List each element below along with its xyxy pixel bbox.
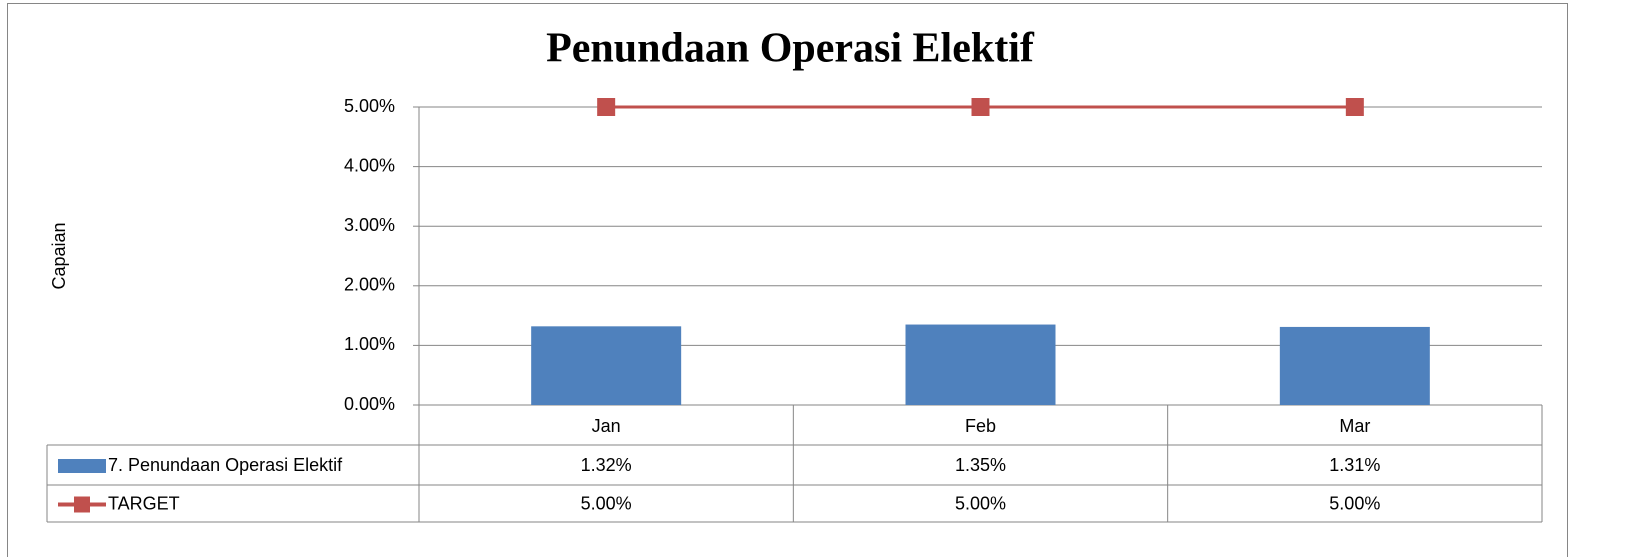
x-tick-label: Jan — [592, 416, 621, 436]
chart-border — [7, 3, 1568, 557]
y-axis-label: Capaian — [49, 222, 69, 289]
x-tick-label: Mar — [1339, 416, 1370, 436]
bar — [905, 324, 1056, 405]
y-tick-label: 4.00% — [344, 155, 395, 175]
y-tick-label: 0.00% — [344, 394, 395, 414]
table-value: 5.00% — [581, 493, 632, 513]
table-value: 5.00% — [955, 493, 1006, 513]
legend-key — [58, 459, 106, 473]
line-marker — [597, 98, 616, 116]
table-value: 1.31% — [1329, 455, 1380, 475]
bar — [531, 326, 682, 405]
y-tick-label: 5.00% — [344, 96, 395, 116]
line-marker — [1345, 98, 1364, 116]
table-value: 5.00% — [1329, 493, 1380, 513]
bar — [1279, 326, 1430, 405]
chart-title: Penundaan Operasi Elektif — [546, 26, 1035, 72]
legend-key — [74, 496, 90, 513]
y-tick-label: 2.00% — [344, 275, 395, 295]
x-tick-label: Feb — [965, 416, 996, 436]
table-value: 1.35% — [955, 455, 1006, 475]
table-value: 1.32% — [581, 455, 632, 475]
legend-label: TARGET — [108, 493, 180, 513]
legend-label: 7. Penundaan Operasi Elektif — [108, 455, 343, 475]
line-marker — [971, 98, 990, 116]
y-tick-label: 3.00% — [344, 215, 395, 235]
y-tick-label: 1.00% — [344, 334, 395, 354]
